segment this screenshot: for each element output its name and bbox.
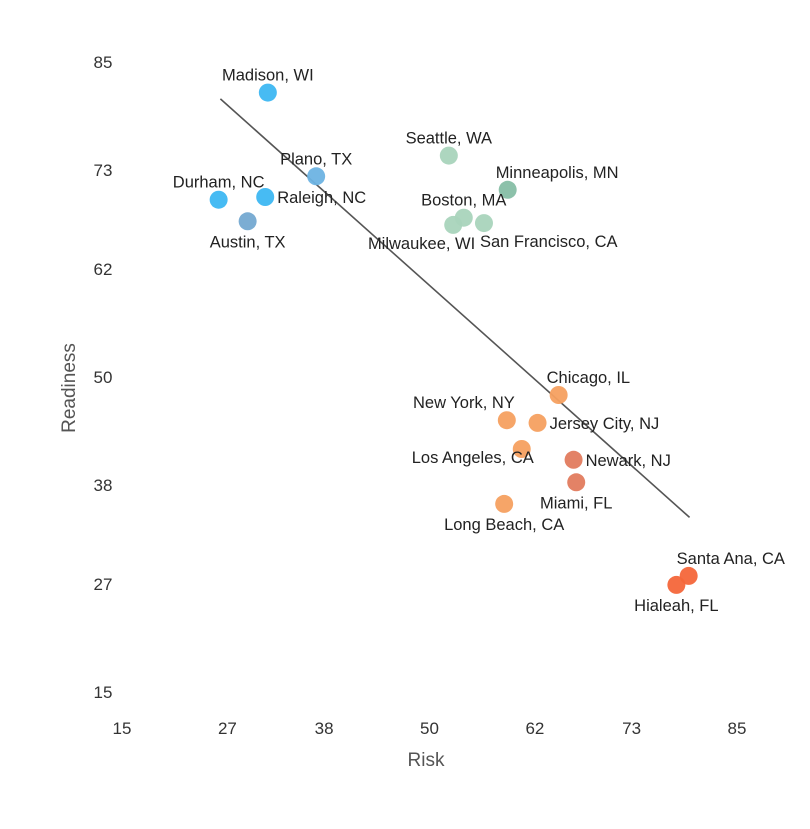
y-axis-title: Readiness	[59, 343, 80, 433]
point-label: Long Beach, CA	[444, 516, 564, 534]
data-points	[209, 83, 698, 594]
data-point	[498, 180, 517, 199]
x-tick-label: 15	[113, 719, 132, 738]
x-tick-label: 50	[420, 719, 439, 738]
y-tick-label: 38	[94, 476, 113, 495]
x-tick-label: 85	[728, 719, 747, 738]
point-label: Chicago, IL	[547, 369, 630, 387]
y-tick-label: 50	[94, 368, 113, 387]
data-point	[549, 386, 568, 404]
y-tick-label: 85	[94, 53, 113, 72]
data-point	[474, 214, 493, 233]
data-point	[679, 566, 698, 585]
data-point	[567, 473, 586, 492]
y-tick-label: 73	[94, 161, 113, 180]
data-point	[444, 215, 463, 234]
point-label: Minneapolis, MN	[496, 164, 619, 182]
data-point	[497, 411, 516, 430]
data-point	[512, 440, 531, 458]
x-tick-label: 38	[315, 719, 334, 738]
x-axis-ticks: 15 27 38 50 62 73 85	[113, 719, 747, 738]
x-axis-title: Risk	[408, 750, 445, 771]
point-label: Boston, MA	[421, 192, 506, 210]
point-label: San Francisco, CA	[480, 233, 618, 251]
point-label: Milwaukee, WI	[368, 235, 475, 253]
point-labels: Madison, WI Plano, TX Durham, NC Raleigh, N…	[173, 67, 785, 615]
point-label: New York, NY	[413, 394, 515, 412]
data-point	[209, 190, 228, 209]
data-point	[238, 212, 257, 231]
data-point	[307, 167, 326, 186]
data-point	[258, 83, 277, 102]
data-point	[667, 575, 686, 594]
point-label: Santa Ana, CA	[677, 550, 785, 568]
point-label: Hialeah, FL	[634, 597, 718, 615]
trend-line	[219, 98, 691, 518]
x-tick-label: 73	[622, 719, 641, 738]
point-label: Plano, TX	[280, 150, 352, 168]
point-label: Los Angeles, CA	[412, 449, 534, 467]
point-label: Madison, WI	[222, 67, 314, 85]
point-label: Durham, NC	[173, 174, 265, 192]
point-label: Miami, FL	[540, 494, 612, 512]
data-point	[528, 413, 547, 432]
data-point	[495, 494, 514, 513]
point-label: Austin, TX	[210, 233, 286, 251]
point-label: Jersey City, NJ	[550, 415, 660, 433]
point-label: Seattle, WA	[406, 130, 493, 148]
y-tick-label: 62	[94, 260, 113, 279]
point-label: Raleigh, NC	[277, 189, 366, 207]
data-point	[256, 188, 275, 206]
y-tick-label: 27	[94, 575, 113, 594]
x-tick-label: 27	[218, 719, 237, 738]
y-tick-label: 15	[94, 683, 113, 702]
data-point	[439, 146, 458, 165]
point-label: Newark, NJ	[586, 452, 671, 470]
data-point	[564, 450, 583, 469]
x-tick-label: 62	[525, 719, 544, 738]
y-axis-ticks: 85 73 62 50 38 27 15	[94, 53, 113, 702]
